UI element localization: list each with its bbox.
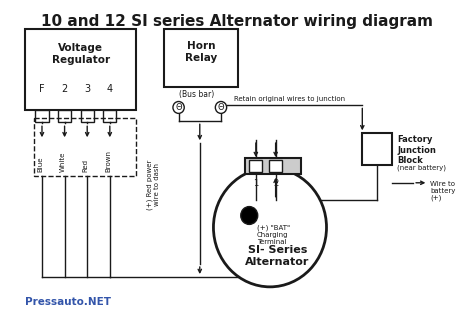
Text: 10 and 12 SI series Alternator wiring diagram: 10 and 12 SI series Alternator wiring di… [41,14,433,29]
Text: Θ: Θ [218,103,224,112]
Bar [249,160,263,172]
Text: (near battery): (near battery) [397,165,446,172]
Text: Blue: Blue [37,156,43,172]
Circle shape [213,168,327,287]
Text: 3: 3 [84,84,90,94]
Circle shape [215,101,227,113]
Text: Factory
Junction
Block: Factory Junction Block [397,135,436,165]
Bar [81,110,94,122]
Text: 2: 2 [273,179,278,188]
Text: (+) "BAT"
Charging
Terminal: (+) "BAT" Charging Terminal [257,224,290,245]
Text: SI- Series
Alternator: SI- Series Alternator [246,245,310,267]
Text: Retain original wires to junction: Retain original wires to junction [234,96,345,102]
Bar [245,158,301,174]
Text: 1: 1 [253,179,258,188]
Bar [164,29,238,87]
Bar [103,110,117,122]
Bar [36,110,48,122]
Text: White: White [60,151,66,172]
Text: Θ: Θ [175,103,182,112]
Text: 4: 4 [107,84,113,94]
Circle shape [241,207,258,224]
Text: Pressauto.NET: Pressauto.NET [25,297,111,307]
Text: (+) Red power
wire to dash: (+) Red power wire to dash [146,160,160,210]
Text: Red: Red [82,159,88,172]
Text: Voltage
Regulator: Voltage Regulator [52,43,109,64]
Text: Horn
Relay: Horn Relay [185,41,217,63]
Text: Wire to
battery
(+): Wire to battery (+) [430,181,456,201]
Bar [362,133,392,165]
Bar [25,29,136,110]
Bar [58,110,71,122]
Text: 2: 2 [62,84,68,94]
Bar [35,118,136,176]
Text: F: F [39,84,45,94]
Bar [269,160,282,172]
Text: (Bus bar): (Bus bar) [179,90,214,99]
Circle shape [173,101,184,113]
Text: Brown: Brown [105,150,111,172]
